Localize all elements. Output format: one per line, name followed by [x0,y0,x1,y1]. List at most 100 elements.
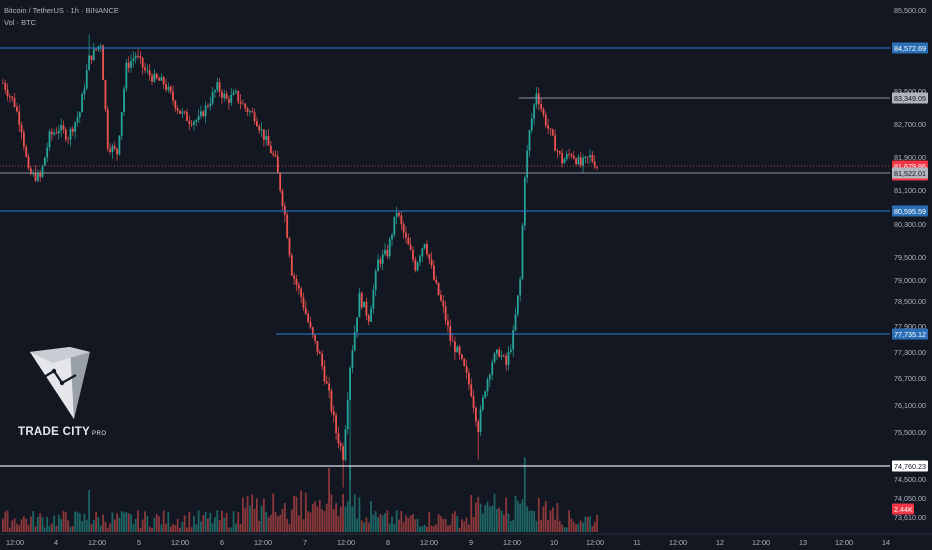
candle-body [57,130,60,134]
y-tick-label: 82,700.00 [894,120,926,129]
candle-body [409,244,412,250]
volume-bar [95,512,97,532]
volume-bar [428,512,431,532]
volume-bar [509,521,512,532]
candle-body [60,125,63,131]
volume-bar [440,516,442,532]
candle-body [151,75,153,82]
volume-bar [53,515,56,532]
candle-body [528,130,531,151]
candle-body [330,390,333,412]
x-tick-label: 13 [799,538,807,547]
volume-bar [27,524,30,532]
volume-bar [384,513,386,532]
candle-body [353,332,356,351]
candle-body [295,278,298,285]
candle-body [2,82,4,84]
volume-bar [533,510,536,532]
volume-bar [444,518,447,532]
price-label-tag [892,328,928,340]
candle-body [144,67,146,71]
candle-body [561,153,563,164]
candle-body [211,92,214,104]
price-label-text: 74,760.23 [894,462,926,471]
volume-bar [535,521,538,532]
candle-body [372,289,375,309]
volume-bar [507,513,510,532]
candle-body [155,73,158,79]
candle-body [505,355,508,365]
volume-bar [586,517,589,532]
volume-bar [165,523,167,532]
candle-body [502,355,505,357]
volume-bar [125,511,128,532]
candle-body [15,106,18,112]
volume-bar [78,513,81,532]
volume-bar [430,525,433,532]
volume-bar [589,516,591,532]
candle-body [474,407,477,422]
volume-bar [148,526,151,532]
volume-bar [414,519,417,532]
volume-bar [276,516,279,532]
candle-body [221,91,223,98]
candle-body [549,128,552,130]
candle-body [544,114,547,126]
volume-bar [484,505,487,532]
volume-bar [244,507,247,532]
x-tick-label: 12:00 [752,538,770,547]
volume-bar [477,496,480,532]
y-tick-label: 73,610.00 [894,513,926,522]
volume-bar [461,519,463,532]
price-label-text: 80,595.59 [894,207,926,216]
candle-body [130,60,132,68]
volume-bar [519,503,522,532]
volume-bar [267,517,270,532]
volume-bar [381,515,384,532]
candle-body [225,93,228,99]
volume-bar [32,511,35,532]
volume-bar [8,527,11,532]
candle-body [351,350,354,368]
volume-bar [342,494,344,532]
volume-bar [325,503,328,532]
volume-bar [176,518,179,532]
candle-body [64,129,67,140]
candle-body [134,55,137,59]
candle-body [78,112,81,118]
volume-bar [563,527,566,532]
candle-body [428,254,431,260]
candle-body [512,330,515,350]
volume-bar [544,501,547,532]
volume-bar [195,524,198,532]
candle-body [102,45,104,81]
candle-body [297,284,300,289]
candle-body [265,136,268,140]
volume-bar [34,526,37,532]
candle-body [379,259,382,264]
volume-bar [584,516,587,532]
volume-bar [207,518,209,532]
volume-bar [50,523,53,532]
volume-bar [167,511,170,532]
candle-body [288,238,291,256]
candle-body [307,313,310,322]
volume-bar [300,490,303,532]
candle-body [281,190,284,207]
volume-bar [225,512,228,532]
candle-body [276,156,279,173]
volume-bar [60,519,63,532]
candle-body [405,232,407,238]
y-tick-label: 79,000.00 [894,276,926,285]
volume-bar [46,517,49,532]
volume-bar [55,525,58,532]
candle-body [456,346,459,353]
volume-bar [465,517,468,532]
volume-bar [582,522,584,532]
volume-bar [412,514,414,532]
volume-bar [141,519,144,532]
volume-bar [283,502,286,532]
volume-bar [146,516,149,532]
candle-body [172,91,174,101]
